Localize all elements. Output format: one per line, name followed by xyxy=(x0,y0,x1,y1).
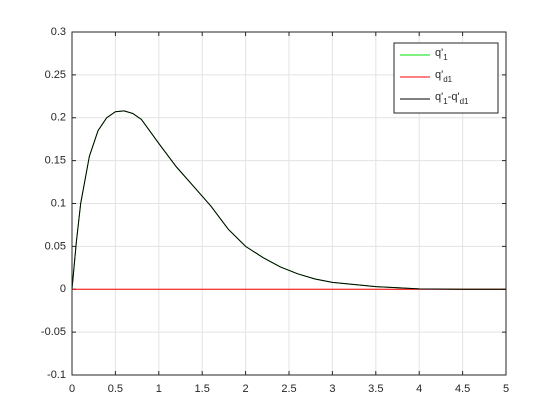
axes-box xyxy=(71,31,507,376)
x-tick-label: 1 xyxy=(156,383,162,395)
y-tick-label: 0.3 xyxy=(51,26,66,38)
y-tick-label: -0.1 xyxy=(47,369,66,381)
legend-label: q'1-q'd1 xyxy=(435,91,469,106)
x-tick-label: 3 xyxy=(329,383,335,395)
x-tick-label: 4 xyxy=(416,383,422,395)
legend-text: q' xyxy=(435,47,443,59)
x-tick-label: 3.5 xyxy=(368,383,383,395)
legend-box xyxy=(393,42,499,114)
y-tick-label: -0.05 xyxy=(41,326,66,338)
data-line xyxy=(71,110,506,290)
legend-text: -q' xyxy=(448,91,460,103)
legend-text: q' xyxy=(435,91,443,103)
y-tick-label: 0.1 xyxy=(51,197,66,209)
legend-subscript: d1 xyxy=(443,75,452,84)
legend-subscript: d1 xyxy=(460,97,469,106)
y-tick-label: 0 xyxy=(60,283,66,295)
y-tick-label: 0.05 xyxy=(45,240,66,252)
y-tick-label: 0.15 xyxy=(45,155,66,167)
legend-subscript: 1 xyxy=(443,97,448,106)
x-tick-label: 1.5 xyxy=(195,383,210,395)
x-tick-label: 0 xyxy=(69,383,75,395)
legend-subscript: 1 xyxy=(443,53,448,62)
x-tick-label: 0.5 xyxy=(108,383,123,395)
legend-text: q' xyxy=(435,69,443,81)
x-tick-label: 5 xyxy=(503,383,509,395)
y-tick-label: 0.25 xyxy=(45,69,66,81)
legend-label: q'1 xyxy=(435,47,448,62)
legend-label: q'd1 xyxy=(435,69,453,84)
x-tick-label: 4.5 xyxy=(455,383,470,395)
x-tick-label: 2.5 xyxy=(281,383,296,395)
y-tick-label: 0.2 xyxy=(51,112,66,124)
x-tick-label: 2 xyxy=(243,383,249,395)
